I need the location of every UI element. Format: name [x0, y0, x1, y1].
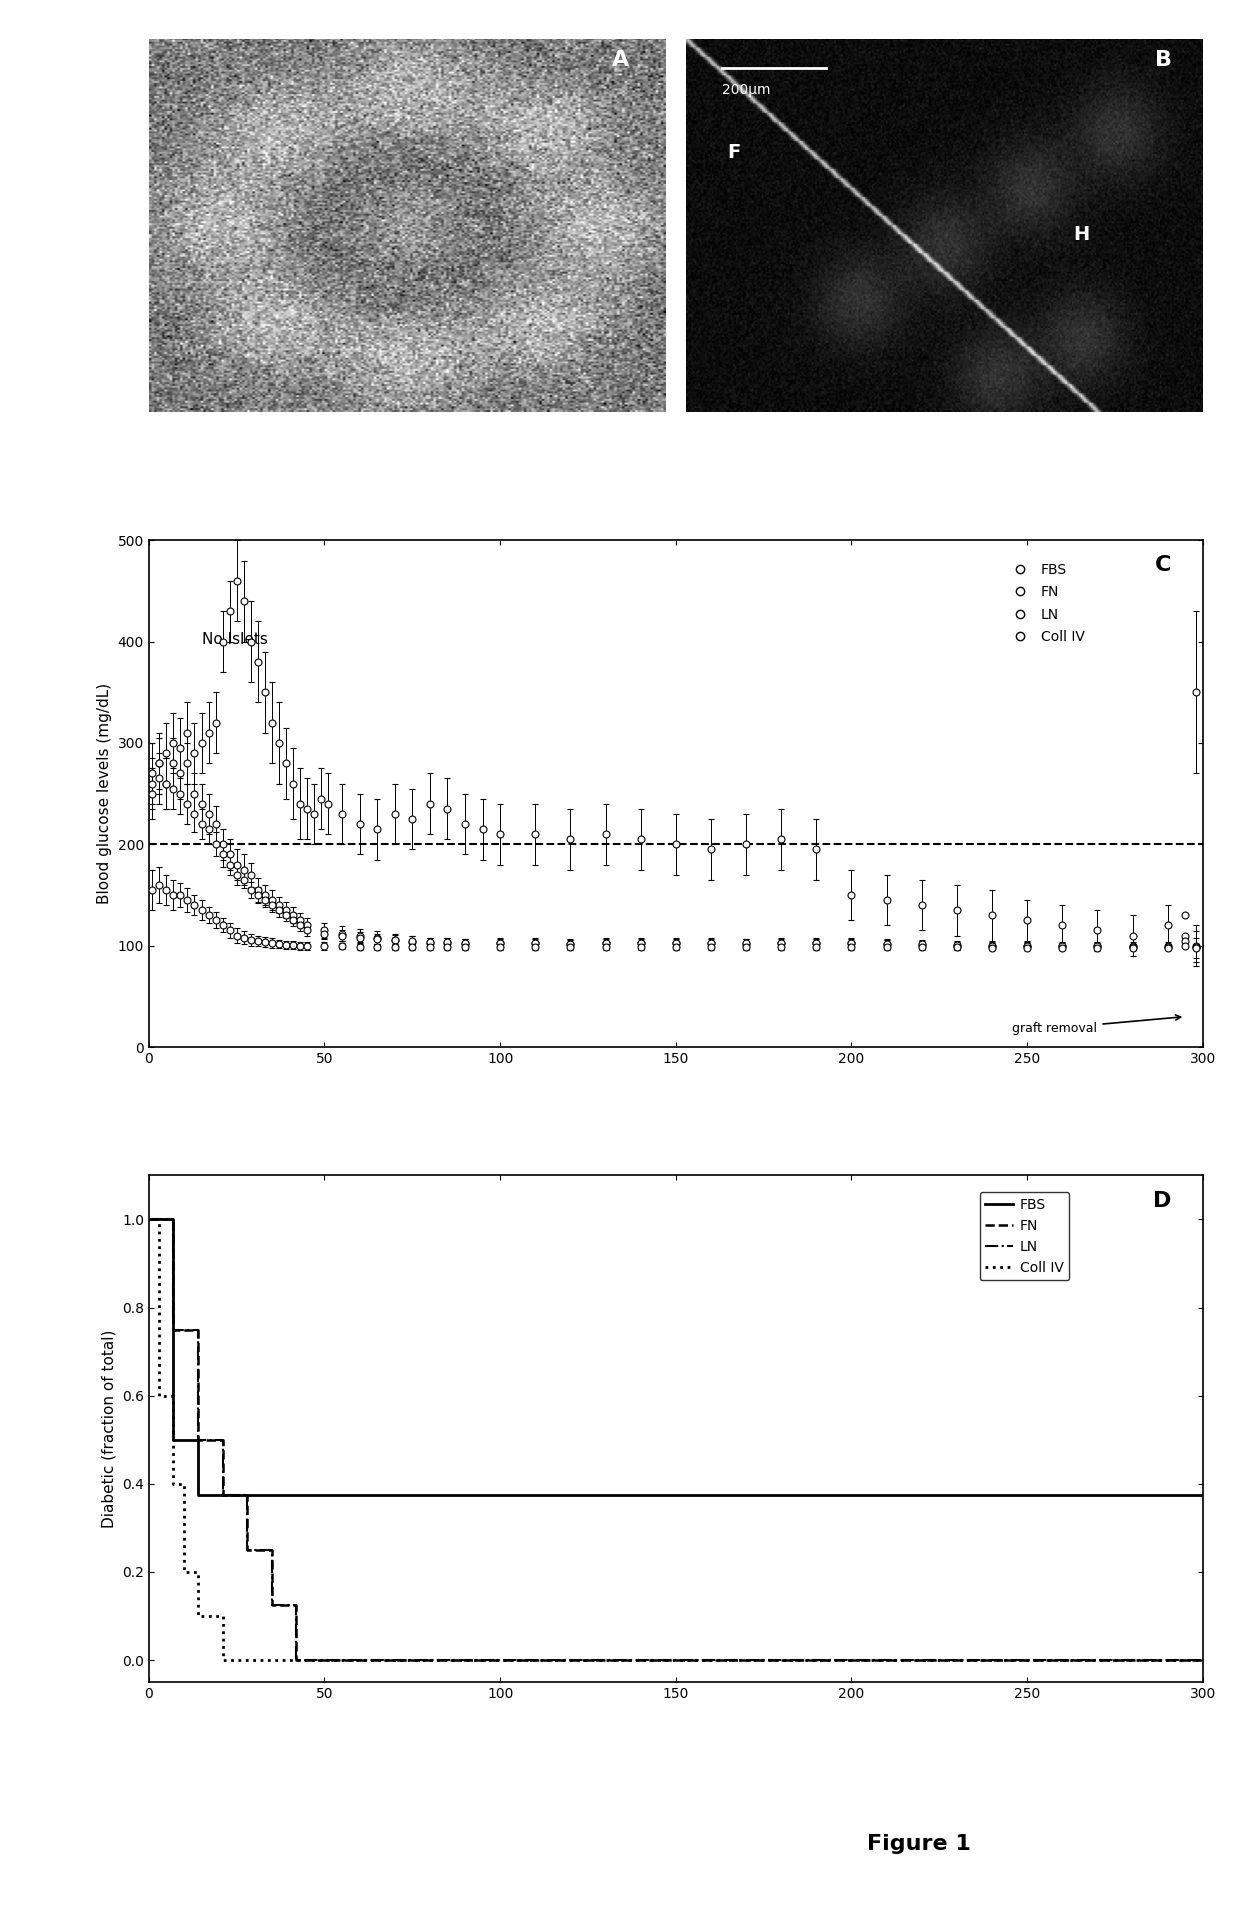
Legend: FBS, FN, LN, Coll IV: FBS, FN, LN, Coll IV — [1001, 557, 1090, 650]
Text: A: A — [613, 50, 629, 69]
Y-axis label: Diabetic (fraction of total): Diabetic (fraction of total) — [102, 1329, 117, 1528]
Text: 200μm: 200μm — [722, 83, 771, 96]
Text: graft removal: graft removal — [1012, 1015, 1180, 1034]
Text: D: D — [1153, 1190, 1171, 1211]
Text: Figure 1: Figure 1 — [867, 1834, 971, 1854]
Text: C: C — [1154, 556, 1171, 575]
Legend: FBS, FN, LN, Coll IV: FBS, FN, LN, Coll IV — [980, 1192, 1069, 1281]
Text: H: H — [1074, 226, 1090, 245]
Y-axis label: Blood glucose levels (mg/dL): Blood glucose levels (mg/dL) — [97, 683, 112, 905]
Text: F: F — [728, 143, 740, 162]
Text: No Islets: No Islets — [201, 631, 268, 646]
Text: B: B — [1154, 50, 1172, 69]
